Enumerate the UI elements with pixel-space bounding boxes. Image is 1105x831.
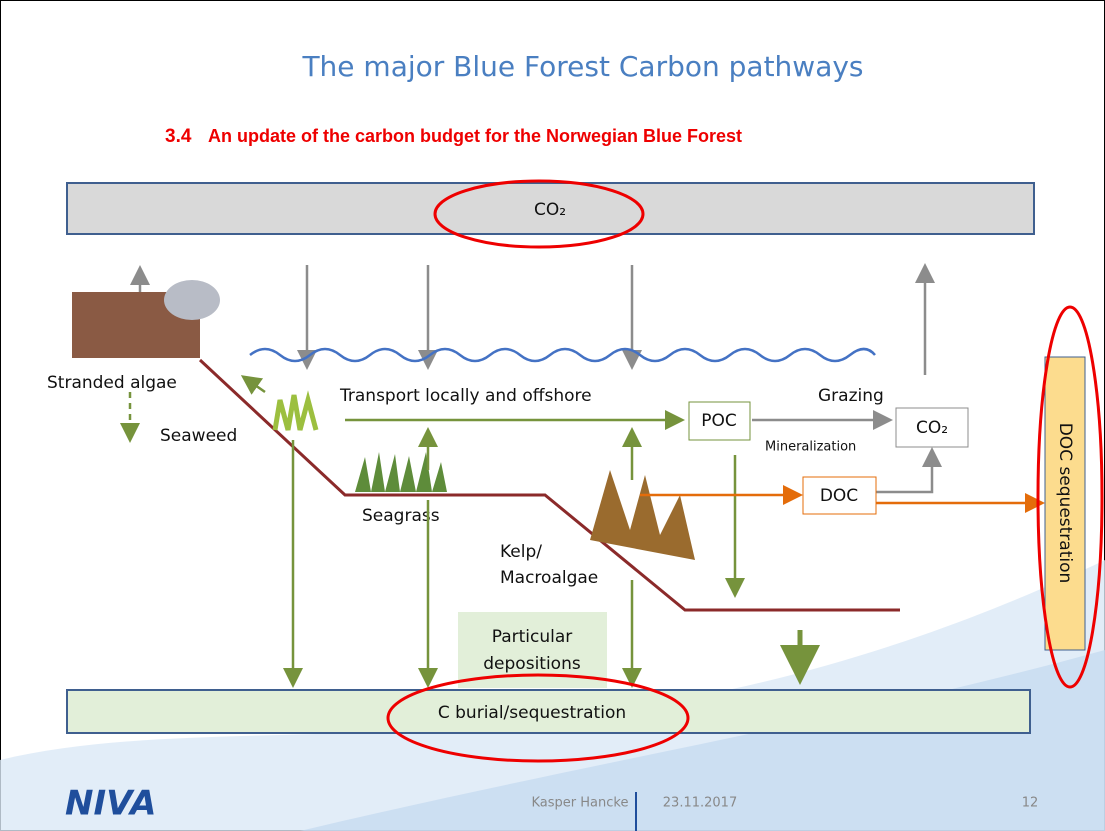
title: The major Blue Forest Carbon pathways [301,50,863,83]
poc-box [688,401,751,441]
logo: NIVA [65,784,156,824]
label: Kelp/ [500,542,542,562]
highlight [386,673,690,763]
arrows [240,375,820,688]
label: DOC sequestration [1055,423,1075,584]
label: CO₂ [916,418,948,438]
co2-box [66,182,1035,235]
co2-label: CO₂ [534,200,566,220]
arrows [640,485,1045,513]
label: C burial/sequestration [438,703,626,723]
kelp-img [590,470,695,560]
doc-box [802,476,877,515]
subtitle: An update of the carbon budget for the N… [208,126,742,146]
label: Seaweed [160,426,237,446]
label: depositions [483,654,581,674]
highlight [433,179,645,249]
water [249,347,876,363]
bird [164,280,220,320]
label: Mineralization [765,440,856,455]
doc-seq-box [1044,356,1086,651]
seagrass-img [355,452,447,492]
label: Transport locally and offshore [339,386,592,406]
co2-small-box [895,407,969,448]
date: 23.11.2017 [663,796,737,811]
seaweed-img [272,390,319,431]
label: Seagrass [362,506,440,526]
label: Grazing [818,386,884,406]
burial-box [66,689,1031,734]
label: Macroalgae [500,568,598,588]
author: Kasper Hancke [532,796,629,811]
label: Stranded algae [47,373,177,393]
page-number: 12 [1022,796,1039,811]
label: Particular [492,627,573,647]
bg-wave [300,650,1105,831]
section: 3.4 [165,126,192,147]
highlight [1036,305,1104,689]
seabed [198,358,900,612]
label: POC [701,411,737,431]
label: DOC [820,486,858,506]
arrows [130,263,942,494]
